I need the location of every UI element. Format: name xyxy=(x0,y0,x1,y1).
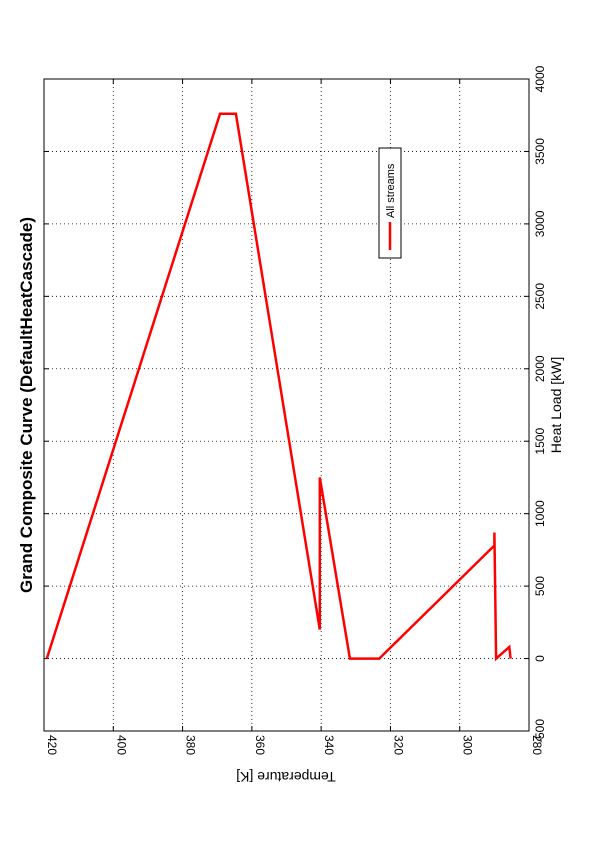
temperature-tick-label: 340 xyxy=(322,735,336,755)
temperature-tick-label: 420 xyxy=(45,735,59,755)
chart-title: Grand Composite Curve (DefaultHeatCascad… xyxy=(17,217,36,593)
heat-load-tick-label: 0 xyxy=(533,655,547,662)
temperature-tick-label: 400 xyxy=(114,735,128,755)
heat-load-tick-label: 2000 xyxy=(533,355,547,382)
legend-box xyxy=(378,147,402,259)
x-axis-label: Heat Load [kW] xyxy=(548,357,564,454)
heat-load-tick-label: 500 xyxy=(533,576,547,596)
heat-load-tick-label: 3000 xyxy=(533,210,547,237)
temperature-tick-label: 320 xyxy=(391,735,405,755)
plot-area: -500 0 500 1000 1500 2000 2500 3000 3500 4000 280 3… xyxy=(43,65,547,755)
temperature-tick-label: 280 xyxy=(530,735,544,755)
heat-load-tick-label: 4000 xyxy=(533,65,547,92)
plot-frame xyxy=(43,78,530,732)
heat-load-tick-label: 3500 xyxy=(533,138,547,165)
temperature-tick-label: 380 xyxy=(184,735,198,755)
heat-load-tick-label: 1000 xyxy=(533,500,547,527)
heat-load-tick-label: 1500 xyxy=(533,428,547,455)
heat-load-tick-label: 2500 xyxy=(533,283,547,310)
series-line-all-streams xyxy=(45,112,512,662)
y-axis-label: Temperature [K] xyxy=(236,769,336,785)
legend-label: All streams xyxy=(385,163,397,218)
heat-load-tick-label: -500 xyxy=(533,719,547,743)
temperature-tick-label: 360 xyxy=(253,735,267,755)
temperature-tick-label: 300 xyxy=(461,735,475,755)
